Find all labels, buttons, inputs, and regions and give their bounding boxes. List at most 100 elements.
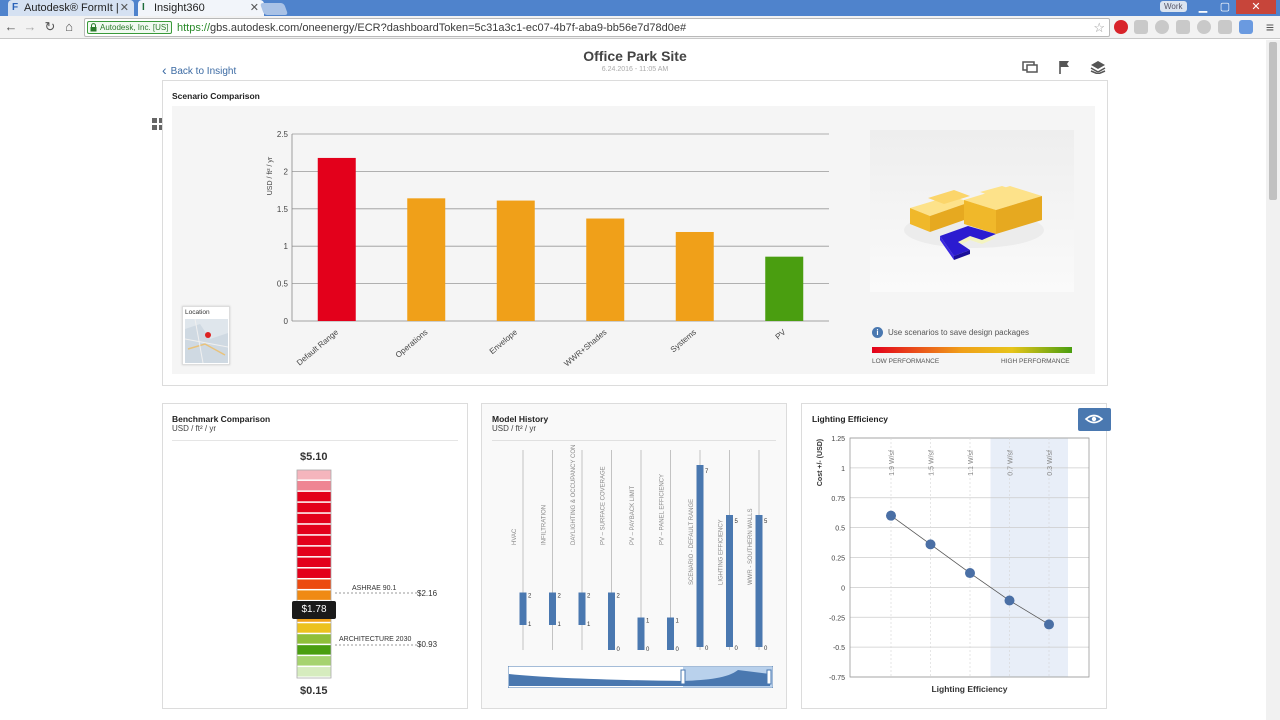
gauge-segment [297,590,331,600]
close-window-icon[interactable]: ✕ [1236,0,1276,14]
gauge-segment [297,568,331,578]
reload-icon[interactable]: ↻ [44,19,56,34]
plot-frame [849,437,1090,678]
layers-icon[interactable] [1090,60,1106,74]
low-performance-label: LOW PERFORMANCE [872,358,940,365]
benchmark-panel-title: Benchmark Comparison [172,414,271,424]
view-toggle-button[interactable] [1078,408,1111,431]
forward-icon[interactable]: → [23,19,37,34]
location-map-card[interactable]: Location [182,306,230,365]
ashrae-label: ASHRAE 90.1 [352,585,397,592]
info-icon[interactable]: i [872,327,883,338]
y-axis-label: Cost +/- (USD) [817,439,824,486]
current-value-tooltip: $1.78 [292,601,336,619]
flag-icon[interactable] [1057,60,1073,74]
history-panel-title: Model History [492,414,549,424]
y-tick-label: 2.5 [277,130,289,139]
page-title: Office Park Site [583,48,687,64]
history-bar [726,515,733,647]
x-tick-label: Default Range [295,327,340,367]
back-to-insight-link[interactable]: ‹ Back to Insight [162,61,236,78]
user-badge[interactable]: Work [1160,1,1187,12]
history-range-slider[interactable] [508,666,773,688]
home-icon[interactable]: ⌂ [65,19,73,34]
compare-icon[interactable] [1022,60,1038,74]
browser-tab-insight360[interactable]: I Insight360 ✕ [138,0,264,16]
building-3d-preview[interactable] [870,130,1074,292]
back-icon[interactable]: ← [4,19,18,34]
model-history-panel [481,403,787,709]
slider-left-handle[interactable] [680,669,686,685]
benchmark-gauge [296,469,420,679]
ev-certificate-badge[interactable]: Autodesk, Inc. [US] [87,21,173,34]
location-map-thumbnail [185,319,228,363]
y-tick-label: 1 [841,466,845,473]
y-tick-label: 0 [284,317,289,326]
history-top-value: 2 [587,594,591,600]
bar-default-range [317,157,356,321]
history-column-label: WWR - SOUTHERN WALLS [748,509,754,585]
scrollbar-thumb[interactable] [1269,42,1277,200]
grid-icon[interactable] [152,118,164,130]
gauge-segment [297,491,331,502]
history-bar [519,592,527,625]
history-bottom-value: 0 [676,647,680,653]
history-column-label: LIGHTING EFFICIENCY [719,519,725,585]
x-tick-label: WWR+Shades [562,328,608,369]
gauge-segment [297,645,331,655]
browser-tab-formit[interactable]: F Autodesk® FormIt | ✕ [8,0,134,16]
bar-operations [407,198,446,321]
x-tick-label: Operations [394,328,430,360]
history-bottom-value: 1 [558,622,562,628]
y-tick-label: 0.75 [831,496,845,503]
y-tick-label: 0.25 [831,556,845,563]
x-axis-label: Lighting Efficiency [931,684,1007,694]
lock-icon [90,23,97,32]
google-extension-icon[interactable] [1176,20,1190,34]
gauge-segment [297,623,331,633]
history-bottom-value: 0 [735,646,739,652]
close-tab-icon[interactable]: ✕ [249,2,259,14]
bookmark-star-icon[interactable]: ☆ [1093,20,1105,35]
page-scrollbar[interactable] [1266,40,1280,720]
history-bar [578,592,586,625]
data-point [886,510,896,521]
history-top-value: 2 [528,594,532,600]
menu-icon[interactable]: ≡ [1265,19,1275,35]
x-tick-label: Systems [669,328,698,355]
data-point [965,568,975,579]
model-history-chart: 2 1 HVAC 2 1 INFILTRATION 2 1 DAYLIGHTING & OCCU… [512,445,768,653]
slider-right-handle[interactable] [766,669,772,685]
map-pin-icon [205,332,211,338]
architecture-2030-value: $0.93 [417,640,438,649]
gauge-segment [297,579,331,589]
y-tick-label: 1.25 [831,436,845,443]
extension-icon[interactable] [1218,20,1232,34]
history-bar [608,592,615,650]
ashrae-value: $2.16 [417,589,438,598]
address-bar[interactable]: Autodesk, Inc. [US] https://gbs.autodesk… [84,18,1110,37]
skype-extension-icon[interactable] [1155,20,1169,34]
minimize-icon[interactable]: ▁ [1198,1,1208,13]
gauge-segment [297,535,331,546]
y-tick-label: 0.5 [277,280,289,289]
history-column-label: PV – PAYBACK LIMIT [630,486,636,545]
wifi-extension-icon[interactable] [1197,20,1211,34]
maximize-icon[interactable]: ▢ [1219,1,1231,13]
history-bottom-value: 0 [617,647,621,653]
extension-icon[interactable] [1239,20,1253,34]
performance-gradient-bar [872,347,1072,353]
history-bar [637,617,645,650]
bar-pv [765,256,804,321]
history-bar [667,617,674,650]
x-tick-label: 1.9 W/sf [889,450,896,476]
close-tab-icon[interactable]: ✕ [119,2,129,14]
gauge-outline [296,469,332,679]
history-top-value: 1 [646,619,650,625]
opera-extension-icon[interactable] [1114,20,1128,34]
extension-icon[interactable] [1134,20,1148,34]
history-column-label: DAYLIGHTING & OCCUPANCY CONTROLS [571,445,577,545]
divider [492,440,776,441]
scenario-y-axis-label: USD / ft² / yr [267,156,274,195]
new-tab-button[interactable] [259,3,289,15]
